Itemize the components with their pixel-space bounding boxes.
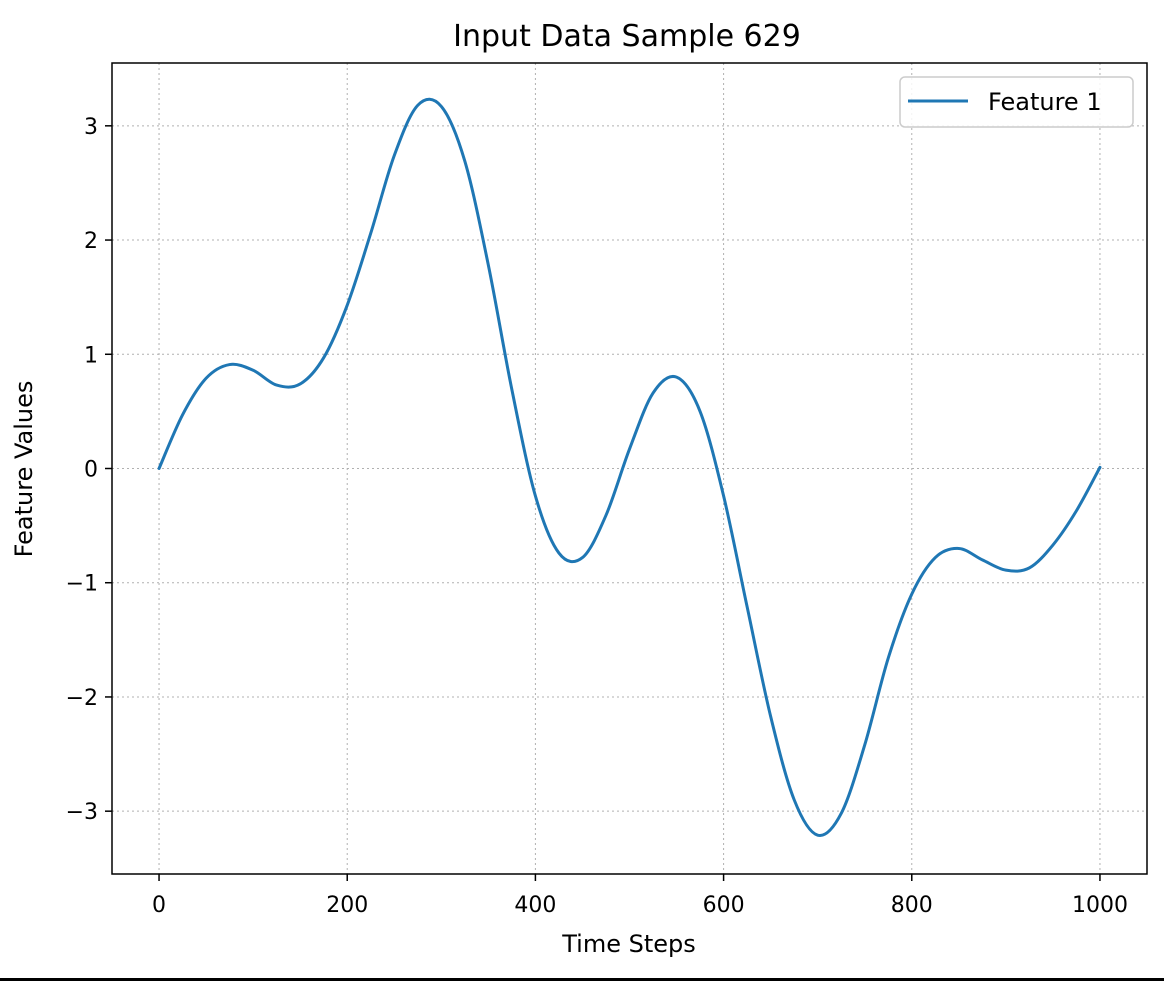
y-tick-label: 2	[84, 229, 98, 254]
legend: Feature 1	[899, 76, 1134, 128]
y-tick-label: −2	[66, 686, 98, 711]
legend-box	[899, 76, 1134, 128]
x-tick-label: 0	[152, 893, 166, 918]
bottom-border	[0, 978, 1164, 981]
series-line-feature-1	[157, 97, 1102, 837]
x-tick-label: 1000	[1072, 893, 1128, 918]
x-tick-label: 200	[326, 893, 368, 918]
x-axis-label: Time Steps	[561, 930, 696, 958]
y-tick-label: 3	[84, 115, 98, 140]
x-tick-label: 600	[703, 893, 745, 918]
x-tick-label: 400	[514, 893, 556, 918]
grid-lines	[112, 63, 1147, 874]
y-tick-label: 1	[84, 343, 98, 368]
chart-title: Input Data Sample 629	[453, 19, 801, 54]
y-tick-label: 0	[84, 458, 98, 483]
x-axis-ticks: 0 200 400 600 800 1000	[152, 874, 1128, 918]
x-tick-label: 800	[891, 893, 933, 918]
plot-area	[157, 97, 1102, 837]
y-tick-label: −1	[66, 572, 98, 597]
legend-label-feature-1: Feature 1	[988, 88, 1102, 116]
y-axis-label: Feature Values	[10, 381, 38, 558]
y-axis-ticks: −3 −2 −1 0 1 2 3	[66, 115, 112, 825]
y-tick-label: −3	[66, 800, 98, 825]
